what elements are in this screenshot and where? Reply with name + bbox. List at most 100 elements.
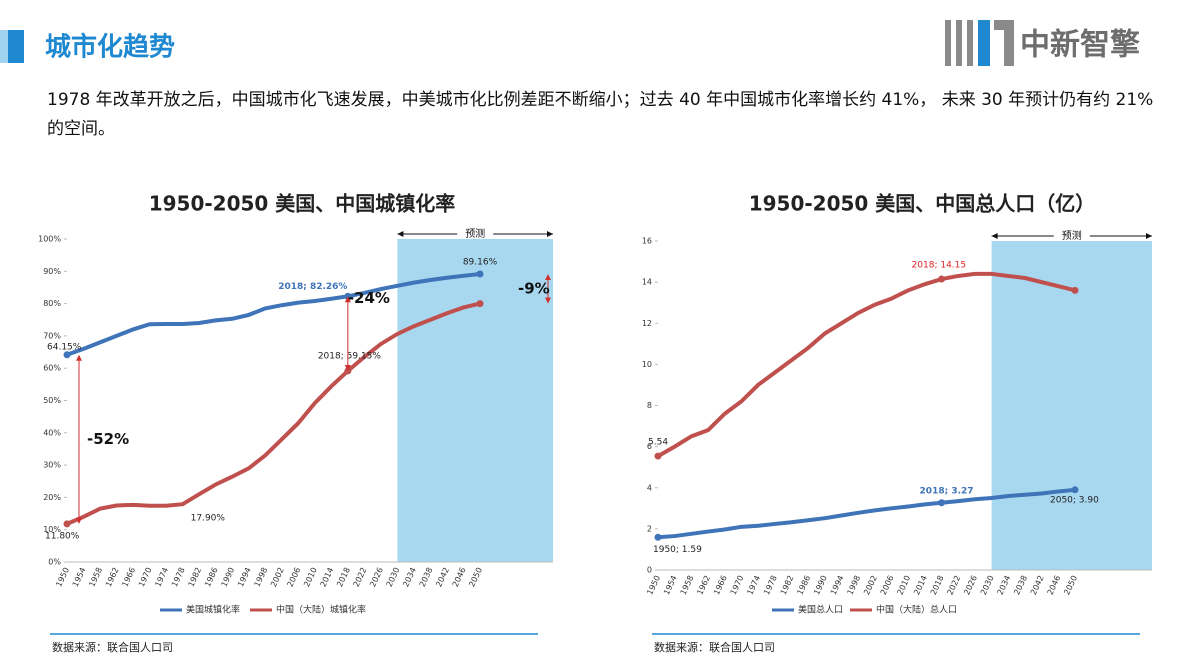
annotation: 1950; 1.59 bbox=[653, 545, 702, 555]
x-tick-label: 2010 bbox=[302, 566, 319, 588]
x-tick-label: 1958 bbox=[87, 566, 104, 588]
series-line bbox=[66, 301, 481, 526]
data-point bbox=[938, 499, 946, 507]
annotation: 2018; 14.15 bbox=[912, 261, 967, 271]
chart-title: 1950-2050 美国、中国总人口（亿） bbox=[749, 192, 1096, 216]
series-line bbox=[657, 487, 1076, 540]
y-tick-label: 2 bbox=[647, 524, 652, 533]
annotation: 89.16% bbox=[463, 258, 498, 268]
y-tick-label: 12 bbox=[642, 319, 652, 328]
x-tick-label: 2046 bbox=[451, 566, 468, 588]
x-tick-label: 1998 bbox=[253, 566, 270, 588]
series-line bbox=[66, 272, 481, 357]
x-tick-label: 2002 bbox=[862, 574, 879, 596]
x-tick-label: 2006 bbox=[286, 566, 303, 588]
x-tick-label: 2030 bbox=[979, 574, 996, 596]
y-tick-label: 60% bbox=[43, 364, 61, 373]
x-tick-label: 2022 bbox=[946, 574, 963, 596]
y-tick-label: 6 bbox=[647, 442, 652, 451]
logo-text: 中新智擎 bbox=[1020, 28, 1140, 63]
x-tick-label: 1974 bbox=[153, 566, 170, 588]
x-tick-label: 2038 bbox=[1012, 574, 1029, 596]
x-tick-label: 1978 bbox=[762, 574, 779, 596]
y-tick-label: 80% bbox=[43, 299, 61, 308]
y-tick-label: 4 bbox=[647, 483, 652, 492]
x-tick-label: 1966 bbox=[712, 574, 729, 596]
y-tick-label: 0 bbox=[647, 566, 652, 575]
annotation: 2018; 59.15% bbox=[318, 351, 382, 361]
x-tick-label: 2042 bbox=[1029, 574, 1046, 596]
y-tick-label: 20% bbox=[43, 493, 61, 502]
intro: 1978 年改革开放之后，中国城市化飞速发展，中美城市化比例差距不断缩小；过去 … bbox=[47, 90, 1154, 139]
x-tick-label: 1998 bbox=[845, 574, 862, 596]
data-point bbox=[476, 270, 484, 278]
legend-label: 美国城镇化率 bbox=[186, 604, 240, 616]
source-note: 数据来源：联合国人口司 bbox=[654, 640, 775, 654]
annotation: 5.54 bbox=[648, 438, 668, 448]
forecast-label: 预测 bbox=[465, 227, 485, 240]
y-tick-label: 30% bbox=[43, 461, 61, 470]
chart-title: 1950-2050 美国、中国城镇化率 bbox=[149, 192, 456, 216]
y-tick-label: 10% bbox=[43, 525, 61, 534]
data-point bbox=[63, 351, 71, 359]
annotation: 17.90% bbox=[191, 514, 226, 524]
x-tick-label: 2014 bbox=[912, 574, 929, 596]
y-tick-label: 70% bbox=[43, 331, 61, 340]
data-point bbox=[938, 275, 946, 283]
x-tick-label: 1954 bbox=[71, 566, 88, 588]
x-tick-label: 1970 bbox=[729, 574, 746, 596]
annotation: 2018; 82.26% bbox=[278, 282, 347, 292]
x-tick-label: 1982 bbox=[186, 566, 203, 588]
legend-label: 中国（大陆）总人口 bbox=[876, 604, 957, 616]
gap-label: -52% bbox=[87, 430, 129, 448]
x-tick-label: 2046 bbox=[1046, 574, 1063, 596]
x-tick-label: 2018 bbox=[929, 574, 946, 596]
x-tick-label: 1978 bbox=[170, 566, 187, 588]
source-note: 数据来源：联合国人口司 bbox=[52, 640, 173, 654]
arrow-head bbox=[545, 274, 551, 304]
x-tick-label: 1986 bbox=[203, 566, 220, 588]
x-tick-label: 2006 bbox=[879, 574, 896, 596]
x-tick-label: 1966 bbox=[120, 566, 137, 588]
x-tick-label: 1950 bbox=[54, 566, 71, 588]
x-tick-label: 2042 bbox=[434, 566, 451, 588]
x-tick-label: 2026 bbox=[368, 566, 385, 588]
page-title: 城市化趋势 bbox=[45, 32, 175, 63]
x-tick-label: 2030 bbox=[385, 566, 402, 588]
y-tick-label: 16 bbox=[642, 237, 652, 246]
data-point bbox=[63, 520, 71, 528]
x-tick-label: 2050 bbox=[1062, 574, 1079, 596]
x-tick-label: 1958 bbox=[679, 574, 696, 596]
accent bbox=[0, 30, 8, 63]
x-tick-label: 1970 bbox=[137, 566, 154, 588]
data-point bbox=[654, 533, 662, 541]
y-tick-label: 50% bbox=[43, 396, 61, 405]
x-tick-label: 2026 bbox=[962, 574, 979, 596]
x-tick-label: 2002 bbox=[269, 566, 286, 588]
y-tick-label: 40% bbox=[43, 428, 61, 437]
accent bbox=[8, 30, 24, 63]
annotation: 2050; 3.90 bbox=[1050, 495, 1099, 505]
x-tick-label: 1982 bbox=[779, 574, 796, 596]
x-tick-label: 2018 bbox=[335, 566, 352, 588]
forecast-band bbox=[397, 239, 553, 562]
data-point bbox=[1071, 486, 1079, 494]
x-tick-label: 1994 bbox=[236, 566, 253, 588]
y-tick-label: 10 bbox=[642, 360, 652, 369]
legend-label: 中国（大陆）城镇化率 bbox=[276, 604, 366, 616]
x-tick-label: 1950 bbox=[645, 574, 662, 596]
data-point bbox=[654, 452, 662, 460]
x-tick-label: 2010 bbox=[896, 574, 913, 596]
x-tick-label: 2050 bbox=[467, 566, 484, 588]
data-point bbox=[1071, 286, 1079, 294]
x-tick-label: 1990 bbox=[812, 574, 829, 596]
forecast-band bbox=[991, 241, 1152, 570]
x-tick-label: 1954 bbox=[662, 574, 679, 596]
x-tick-label: 1986 bbox=[795, 574, 812, 596]
series-line bbox=[657, 271, 1076, 458]
x-tick-label: 2034 bbox=[996, 574, 1013, 596]
gap-label: -9% bbox=[518, 279, 550, 297]
